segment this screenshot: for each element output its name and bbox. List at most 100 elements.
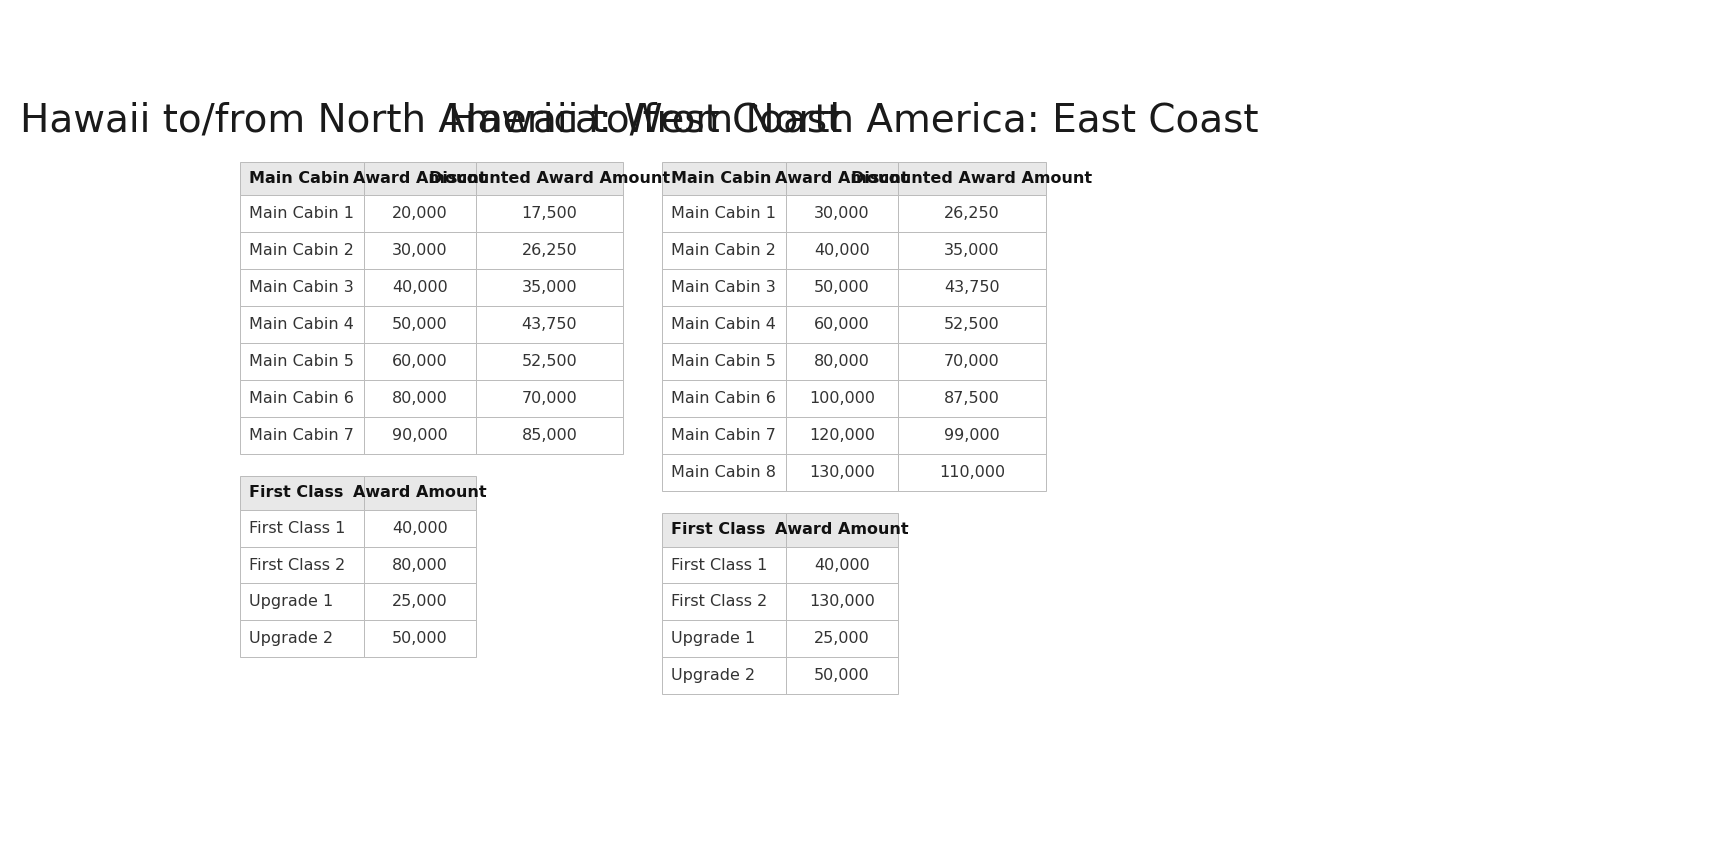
Bar [239,380,363,417]
Bar [363,162,476,195]
Text: Main Cabin 3: Main Cabin 3 [671,280,777,296]
Text: 120,000: 120,000 [810,429,875,443]
Text: First Class 1: First Class 1 [249,521,346,536]
Bar [239,546,363,584]
Bar [785,546,898,584]
Bar [663,584,785,620]
Text: Upgrade 2: Upgrade 2 [671,668,756,683]
Text: 50,000: 50,000 [815,668,870,683]
Text: Main Cabin 6: Main Cabin 6 [249,391,353,406]
Text: Main Cabin 2: Main Cabin 2 [671,244,777,258]
Bar [898,162,1045,195]
Text: Upgrade 1: Upgrade 1 [671,631,756,647]
Bar [239,509,363,546]
Bar [363,380,476,417]
Bar [785,195,898,233]
Bar [663,343,785,380]
Bar [898,343,1045,380]
Text: 52,500: 52,500 [945,317,1000,332]
Text: Award Amount: Award Amount [775,522,908,537]
Text: First Class 2: First Class 2 [671,595,768,609]
Text: 99,000: 99,000 [945,429,1000,443]
Text: Hawaii to/from North America: West Coast: Hawaii to/from North America: West Coast [21,101,843,140]
Bar [663,620,785,658]
Text: Main Cabin 7: Main Cabin 7 [249,429,353,443]
Text: 25,000: 25,000 [391,595,448,609]
Text: 87,500: 87,500 [945,391,1000,406]
Bar [785,269,898,306]
Text: Hawaii to/from North America: East Coast: Hawaii to/from North America: East Coast [448,101,1259,140]
Bar [363,417,476,454]
Text: 30,000: 30,000 [815,206,870,222]
Text: First Class 2: First Class 2 [249,557,344,573]
Text: 40,000: 40,000 [815,244,870,258]
Bar [663,269,785,306]
Text: 40,000: 40,000 [815,557,870,573]
Bar [476,233,623,269]
Bar [239,269,363,306]
Bar [663,195,785,233]
Bar [476,380,623,417]
Bar [898,454,1045,491]
Bar [363,584,476,620]
Text: 50,000: 50,000 [815,280,870,296]
Bar [898,306,1045,343]
Bar [785,380,898,417]
Bar [476,269,623,306]
Bar [785,658,898,694]
Bar [898,380,1045,417]
Bar [785,343,898,380]
Text: 80,000: 80,000 [391,557,448,573]
Text: 130,000: 130,000 [810,465,875,481]
Bar [363,269,476,306]
Text: 130,000: 130,000 [810,595,875,609]
Text: Main Cabin 6: Main Cabin 6 [671,391,777,406]
Text: Main Cabin 2: Main Cabin 2 [249,244,353,258]
Text: 25,000: 25,000 [815,631,870,647]
Bar [898,269,1045,306]
Text: 90,000: 90,000 [391,429,448,443]
Bar [239,195,363,233]
Text: 80,000: 80,000 [391,391,448,406]
Text: 50,000: 50,000 [391,317,448,332]
Text: 20,000: 20,000 [391,206,448,222]
Text: Award Amount: Award Amount [353,171,486,186]
Bar [663,417,785,454]
Bar [363,546,476,584]
Bar [663,658,785,694]
Bar [363,195,476,233]
Text: Main Cabin 5: Main Cabin 5 [249,354,353,369]
Text: 100,000: 100,000 [810,391,875,406]
Text: 43,750: 43,750 [945,280,1000,296]
Bar [898,417,1045,454]
Bar [898,233,1045,269]
Bar [785,454,898,491]
Text: Discounted Award Amount: Discounted Award Amount [429,171,670,186]
Bar [785,620,898,658]
Text: Award Amount: Award Amount [353,485,486,500]
Bar [239,620,363,658]
Bar [785,233,898,269]
Text: 85,000: 85,000 [521,429,578,443]
Bar [363,475,476,509]
Bar [476,417,623,454]
Text: Main Cabin: Main Cabin [671,171,772,186]
Bar [239,417,363,454]
Text: Main Cabin 5: Main Cabin 5 [671,354,777,369]
Bar [785,584,898,620]
Bar [663,306,785,343]
Text: Main Cabin 4: Main Cabin 4 [671,317,777,332]
Bar [785,162,898,195]
Text: First Class: First Class [249,485,343,500]
Text: 60,000: 60,000 [815,317,870,332]
Text: Upgrade 1: Upgrade 1 [249,595,334,609]
Text: First Class: First Class [671,522,766,537]
Bar [239,584,363,620]
Bar [785,513,898,546]
Bar [239,306,363,343]
Bar [363,306,476,343]
Text: Main Cabin: Main Cabin [249,171,349,186]
Text: 35,000: 35,000 [945,244,1000,258]
Text: 52,500: 52,500 [522,354,578,369]
Bar [898,195,1045,233]
